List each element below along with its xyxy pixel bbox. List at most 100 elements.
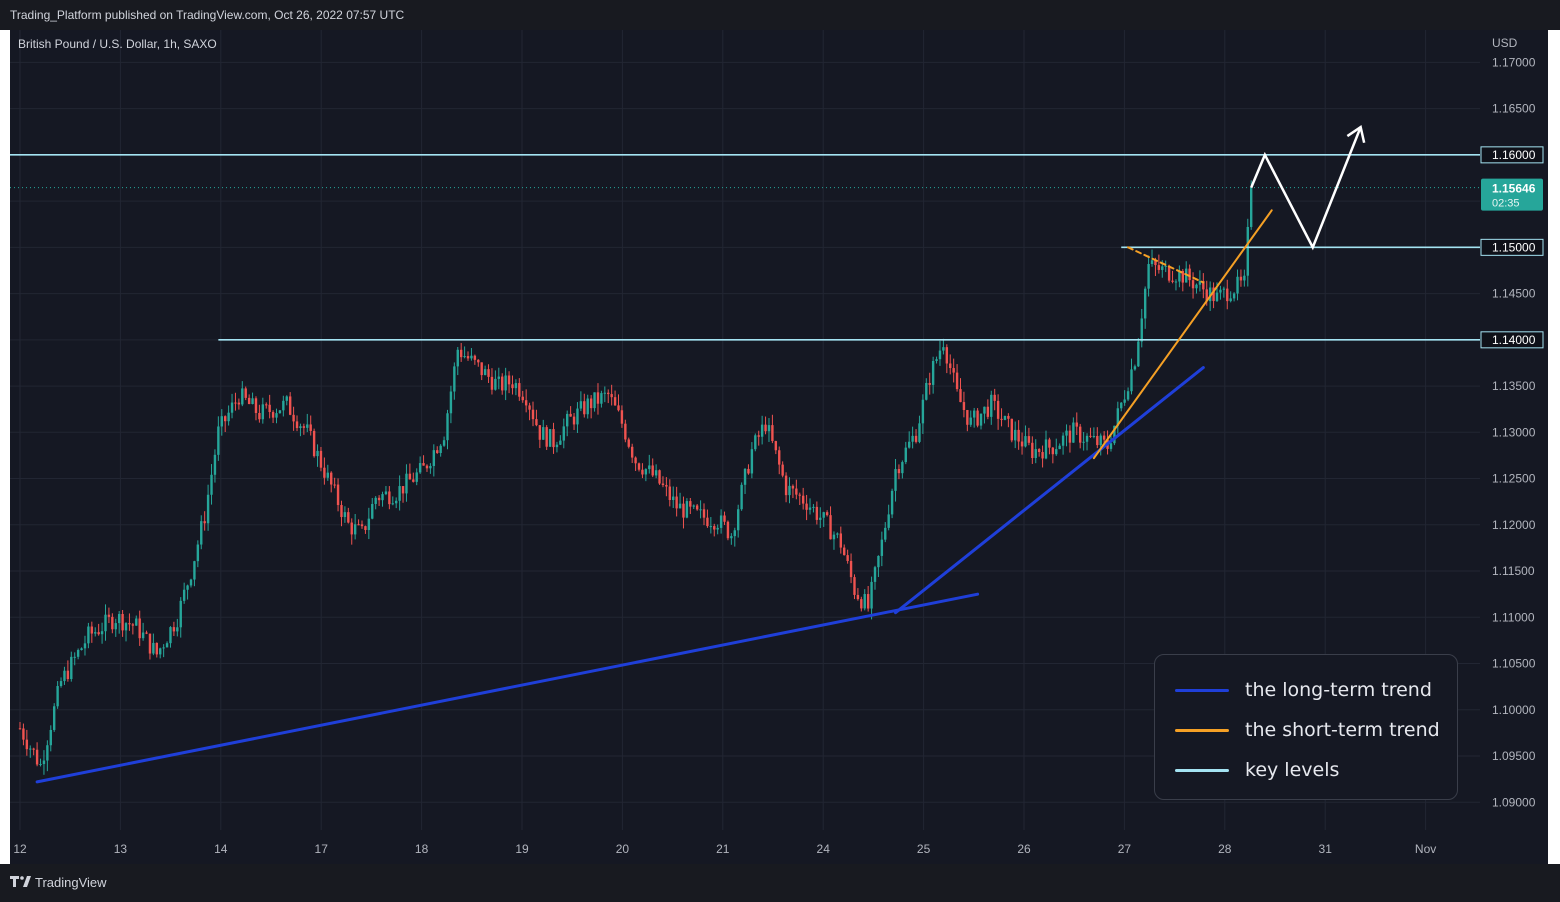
candle-body: [627, 439, 630, 447]
legend-item-key-levels: key levels: [1175, 758, 1339, 782]
candle-body: [1133, 366, 1137, 370]
candle-body: [514, 383, 518, 389]
candle-body: [265, 404, 268, 406]
candle-body: [336, 484, 340, 506]
candle-body: [466, 356, 470, 359]
candle-body: [1191, 280, 1195, 289]
candle-body: [901, 462, 904, 474]
candle-body: [494, 378, 497, 390]
candle-body: [152, 642, 155, 654]
candle-body: [815, 506, 819, 520]
candle-body: [607, 392, 610, 395]
candle-body: [371, 503, 374, 519]
candle-body: [528, 405, 531, 410]
candle-body: [637, 463, 641, 470]
candle-body: [726, 521, 730, 539]
candle-body: [832, 534, 836, 540]
candle-body: [302, 426, 306, 428]
candle-body: [918, 423, 921, 442]
candle-body: [1014, 429, 1017, 441]
candle-body: [572, 416, 576, 425]
candle-body: [682, 503, 685, 518]
candle-body: [962, 402, 966, 411]
candle-body: [473, 355, 477, 360]
legend-label: the long-term trend: [1245, 679, 1432, 701]
candle-body: [702, 509, 706, 518]
candle-body: [114, 623, 117, 630]
candle-body: [1113, 425, 1116, 444]
candle-body: [131, 624, 135, 626]
candle-body: [996, 400, 1000, 419]
x-tick-label: 14: [214, 842, 228, 856]
candle-body: [165, 643, 169, 648]
y-tick-label: 1.10000: [1492, 703, 1536, 717]
candle-body: [740, 484, 743, 510]
candle-body: [1243, 275, 1246, 281]
candle-body: [1181, 270, 1184, 283]
candle-body: [1130, 369, 1133, 392]
candle-body: [531, 409, 535, 420]
candle-body: [29, 748, 32, 750]
candle-body: [258, 412, 261, 420]
candle-body: [39, 764, 42, 766]
candle-body: [203, 521, 206, 524]
legend-swatch-short-trend: [1175, 728, 1229, 732]
candle-body: [1208, 287, 1212, 302]
candle-body: [1068, 430, 1072, 443]
candle-body: [1048, 439, 1051, 448]
candle-body: [148, 633, 152, 654]
candle-body: [1003, 415, 1007, 420]
candle-body: [504, 375, 507, 391]
candle-body: [819, 517, 822, 520]
candle-body: [569, 413, 572, 417]
candle-body: [938, 350, 942, 360]
candle-body: [100, 631, 104, 635]
x-tick-label: 19: [515, 842, 529, 856]
candle-body: [224, 416, 227, 422]
y-tick-label: 1.17000: [1492, 55, 1536, 69]
candle-body: [470, 355, 473, 359]
candle-body: [1024, 436, 1027, 447]
candle-body: [593, 392, 596, 409]
projection-path: [1250, 126, 1362, 251]
candle-body: [801, 495, 805, 504]
candle-body: [583, 401, 586, 415]
candle-body: [507, 375, 511, 385]
short-term-trendline: [1092, 209, 1273, 460]
candle-body: [70, 656, 73, 680]
candle-body: [1229, 298, 1232, 302]
candle-body: [586, 398, 589, 415]
candle-body: [784, 475, 788, 496]
candle-body: [1215, 292, 1219, 302]
candle-body: [316, 450, 319, 457]
candle-body: [685, 501, 689, 518]
candle-body: [908, 441, 911, 448]
candle-body: [935, 359, 938, 361]
candle-body: [227, 412, 230, 422]
candle-body: [213, 454, 217, 475]
candle-body: [983, 406, 986, 414]
candle-body: [367, 518, 371, 531]
candle-body: [767, 425, 771, 432]
long-term-trendline: [894, 366, 1205, 615]
candle-body: [955, 372, 959, 390]
candle-body: [1202, 281, 1205, 290]
candle-body: [730, 536, 733, 539]
candle-body: [1037, 449, 1041, 453]
candle-body: [377, 497, 381, 501]
candle-body: [1205, 289, 1208, 302]
candle-body: [1137, 341, 1140, 367]
candle-body: [340, 505, 343, 518]
candle-body: [675, 496, 678, 509]
candle-body: [644, 469, 648, 475]
current-price-tag: [1481, 178, 1543, 211]
legend: the long-term trend the short-term trend…: [1154, 654, 1458, 800]
candle-body: [73, 656, 76, 658]
legend-label: key levels: [1245, 759, 1340, 781]
candle-body: [374, 497, 377, 504]
candle-body: [617, 405, 620, 411]
candle-body: [418, 463, 422, 473]
candle-body: [350, 522, 353, 535]
candle-body: [477, 359, 480, 363]
